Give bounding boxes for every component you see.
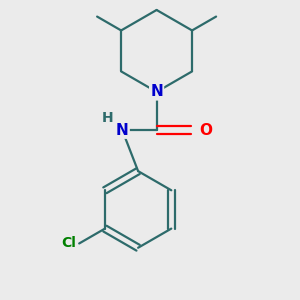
Text: H: H	[102, 111, 113, 125]
Text: N: N	[150, 84, 163, 99]
Text: N: N	[116, 123, 129, 138]
Text: Cl: Cl	[61, 236, 76, 250]
Text: O: O	[199, 123, 212, 138]
